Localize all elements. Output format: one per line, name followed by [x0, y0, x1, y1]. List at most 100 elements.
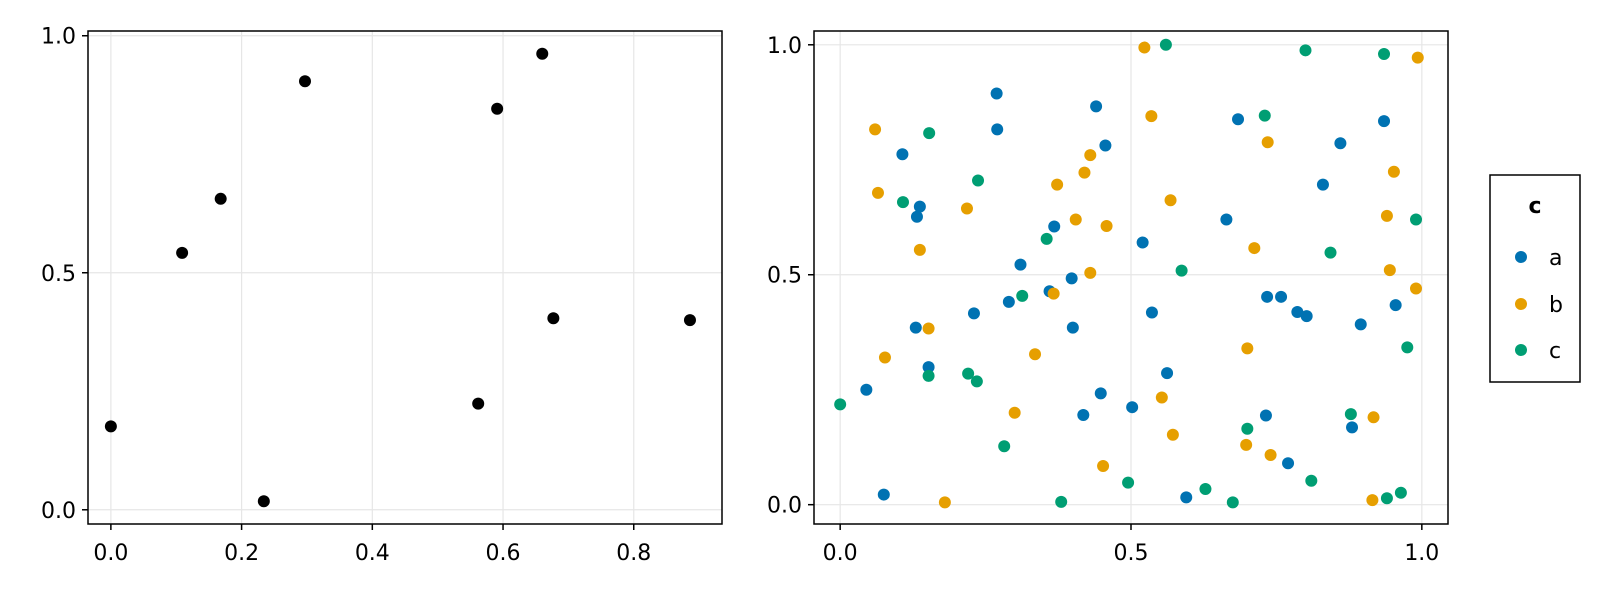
data-point-a: [1099, 139, 1112, 152]
data-point-b: [1069, 213, 1082, 226]
data-point-b: [1029, 348, 1042, 361]
y-tick-label: 1.0: [767, 34, 802, 59]
data-point-c: [1344, 408, 1357, 421]
data-point-a: [1259, 409, 1272, 422]
data-point-a: [1316, 178, 1329, 191]
data-point: [104, 420, 117, 433]
data-point-a: [1282, 457, 1295, 470]
legend-marker-c: [1515, 344, 1527, 356]
scatter-panel-right: 0.0 0.5 1.0 0.0 0.5 1.0: [767, 30, 1449, 566]
data-point-c: [1410, 213, 1423, 226]
data-point-b: [1367, 411, 1380, 424]
y-tick-label: 0.0: [41, 499, 76, 524]
data-point-c: [1394, 486, 1407, 499]
legend: c a b c: [1489, 174, 1581, 383]
data-point: [298, 75, 311, 88]
data-point-a: [967, 307, 980, 320]
data-point-c: [896, 196, 909, 209]
data-point-c: [1401, 341, 1414, 354]
data-point-a: [896, 148, 909, 161]
data-point-c: [972, 174, 985, 187]
data-point-a: [910, 210, 923, 223]
legend-label-c: c: [1549, 339, 1561, 364]
data-point-b: [1240, 438, 1253, 451]
data-point-a: [1261, 290, 1274, 303]
legend-marker-b: [1515, 298, 1527, 310]
data-point-b: [922, 322, 935, 335]
data-point-a: [922, 361, 935, 374]
data-point-c: [1241, 422, 1254, 435]
data-point: [214, 192, 227, 205]
x-tick-label: 0.2: [224, 541, 259, 566]
data-point-b: [1264, 449, 1277, 462]
data-point-a: [1389, 299, 1402, 312]
data-point-b: [1155, 391, 1168, 404]
data-point-c: [998, 440, 1011, 453]
data-point-c: [834, 398, 847, 411]
data-point-c: [923, 127, 936, 140]
data-point-a: [1275, 290, 1288, 303]
data-point-a: [1291, 305, 1304, 318]
y-tick-label: 0.0: [767, 494, 802, 519]
data-point-a: [1014, 258, 1027, 271]
data-point-c: [922, 369, 935, 382]
data-point-b: [1241, 342, 1254, 355]
data-point: [491, 102, 504, 115]
data-point-b: [1380, 209, 1393, 222]
data-point-b: [938, 496, 951, 509]
data-point: [547, 312, 560, 325]
data-point-a: [1065, 272, 1078, 285]
data-point-a: [1066, 321, 1079, 334]
data-point-a: [1232, 113, 1245, 126]
x-tick-label: 0.5: [1114, 541, 1149, 566]
data-point-b: [871, 186, 884, 199]
data-point-a: [1354, 318, 1367, 331]
data-point-b: [1097, 460, 1110, 473]
data-point-a: [860, 383, 873, 396]
data-point-a: [990, 87, 1003, 100]
data-point: [472, 397, 485, 410]
data-point-b: [1164, 194, 1177, 207]
data-point-a: [991, 123, 1004, 136]
data-point-b: [1078, 166, 1091, 179]
scatter-panel-left: 0.0 0.2 0.4 0.6 0.8 0.0 0.5 1.0: [41, 25, 723, 566]
data-point-b: [1084, 149, 1097, 162]
data-point-b: [1008, 406, 1021, 419]
data-point-a: [877, 488, 890, 501]
data-point-c: [1380, 492, 1393, 505]
data-point-a: [1161, 367, 1174, 380]
data-point-a: [1048, 220, 1061, 233]
data-point-c: [1226, 496, 1239, 509]
data-point: [536, 47, 549, 60]
data-point-a: [1180, 491, 1193, 504]
data-point-b: [878, 351, 891, 364]
data-point-c: [1258, 109, 1271, 122]
data-point-a: [1090, 100, 1103, 113]
data-point-b: [1166, 428, 1179, 441]
data-point-c: [1175, 264, 1188, 277]
data-point-a: [1136, 236, 1149, 249]
data-point-c: [1055, 495, 1068, 508]
data-point-c: [1199, 483, 1212, 496]
legend-frame: [1489, 174, 1581, 383]
data-point-a: [1126, 401, 1139, 414]
data-point-a: [1094, 387, 1107, 400]
data-point-c: [1159, 38, 1172, 51]
data-point-a: [1346, 421, 1359, 434]
legend-label-b: b: [1549, 293, 1563, 318]
x-tick-label: 0.8: [616, 541, 651, 566]
x-tick-label: 0.0: [823, 541, 858, 566]
data-point-c: [1324, 246, 1337, 259]
data-point-b: [1411, 51, 1424, 64]
data-point-c: [1299, 44, 1312, 57]
data-point-b: [1047, 287, 1060, 300]
data-point-c: [1040, 232, 1053, 245]
x-tick-label: 0.4: [355, 541, 390, 566]
y-tick-label: 0.5: [41, 262, 76, 287]
data-point-a: [1077, 409, 1090, 422]
data-point-c: [1122, 476, 1135, 489]
data-point-a: [909, 321, 922, 334]
data-point-a: [1300, 310, 1313, 323]
data-point-b: [1145, 110, 1158, 123]
data-point-b: [1261, 136, 1274, 149]
